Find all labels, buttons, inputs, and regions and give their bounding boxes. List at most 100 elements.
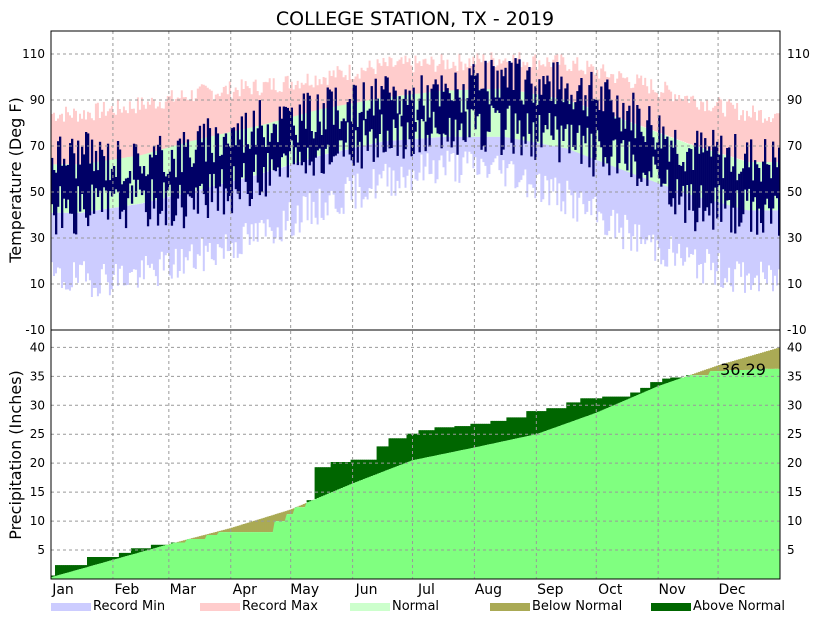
precip-below-normal [200,535,204,539]
precip-below-normal [690,374,693,376]
observed-day-bar [660,148,663,187]
precip-above-normal [524,417,527,437]
precip-tick-left: 30 [30,398,45,412]
observed-day-bar [376,98,379,158]
grid-lines [51,31,780,579]
observed-day-bar [592,98,595,177]
precip-above-normal [436,427,439,456]
precip-below-normal [710,367,713,372]
observed-day-bar [130,185,134,204]
observed-day-bar [740,171,743,223]
month-label: Oct [598,582,623,598]
precip-above-normal [554,408,557,428]
observed-day-bar [184,146,188,217]
observed-day-bar [608,89,611,176]
precip-above-normal [540,411,543,433]
observed-day-bar [424,121,427,152]
precip-above-normal [424,430,427,458]
temp-tick-left: 50 [30,185,45,199]
observed-day-bar [478,90,481,114]
observed-day-bar [458,97,461,131]
precip-above-normal [544,411,547,431]
precip-above-normal [542,411,545,432]
precip-above-normal [640,387,643,394]
precip-below-normal [302,504,306,508]
observed-day-bar [506,87,509,109]
precip-above-normal [120,552,124,558]
observed-day-bar [434,79,437,128]
precip-above-normal [132,548,136,554]
observed-day-bar [284,106,287,156]
observed-day-bar [356,127,359,163]
observed-day-bar [390,100,393,148]
precip-below-normal [692,374,695,376]
precip-above-normal [606,396,609,409]
precip-above-normal [108,557,112,561]
observed-day-bar [194,149,198,188]
precip-above-normal [674,377,677,381]
observed-day-bar [712,129,715,230]
precip-above-normal [652,382,655,389]
precip-above-normal [142,548,146,552]
precip-above-normal [404,438,407,463]
precip-below-normal [178,541,182,543]
precip-above-normal [676,377,679,380]
precip-above-normal [508,417,511,440]
precip-above-normal [100,557,104,563]
precip-above-normal [608,396,611,408]
precip-above-normal [662,378,665,385]
precip-above-normal [75,565,78,571]
precip-above-normal [566,402,569,424]
precip-above-normal [546,408,549,431]
precip-below-normal [702,370,705,376]
temp-tick-left: 110 [22,47,45,61]
observed-day-bar [362,82,365,121]
observed-day-bar [360,111,363,169]
precip-below-normal [700,371,703,376]
precip-above-normal [162,544,166,546]
observed-day-bar [286,107,289,178]
precip-above-normal [660,382,663,386]
precip-above-normal [408,433,411,462]
precip-above-normal [578,402,581,419]
precip-below-normal [744,357,747,370]
precip-above-normal [476,423,479,447]
observed-day-bar [708,146,711,216]
observed-day-bar [226,143,230,202]
observed-day-bar [160,150,164,211]
observed-day-bar [364,118,367,136]
observed-day-bar [102,156,106,188]
precip-below-normal [728,362,731,370]
observed-day-bar [220,154,224,170]
observed-day-bar [410,100,413,157]
precip-above-normal [87,557,90,567]
observed-day-bar [564,88,567,129]
precip-above-normal [560,408,563,426]
observed-day-bar [90,139,94,185]
legend: Record Min Record Max Normal Below Normal Ab… [51,599,785,614]
observed-day-bar [542,76,545,133]
precip-below-normal [208,533,212,535]
observed-day-bar [732,166,735,208]
precip-below-normal [766,351,769,369]
precip-above-normal [90,557,94,566]
record-min-band [51,136,780,297]
observed-day-bar [554,104,557,117]
precip-above-normal [160,544,164,547]
observed-day-bar [204,161,208,206]
precip-below-normal [738,359,741,370]
observed-day-bar [182,132,186,229]
precip-below-normal [760,352,763,369]
precip-above-normal [360,459,363,480]
observed-day-bar [88,163,92,216]
observed-day-bar [766,164,769,199]
precip-above-normal [324,467,327,495]
precip-above-normal [532,411,535,435]
precip-above-normal [344,462,347,487]
observed-day-bar [578,85,581,126]
precip-above-normal [558,408,561,426]
precip-below-normal [226,528,230,533]
observed-day-bar [488,104,491,132]
observed-day-bar [69,143,72,214]
observed-day-bar [658,115,661,179]
